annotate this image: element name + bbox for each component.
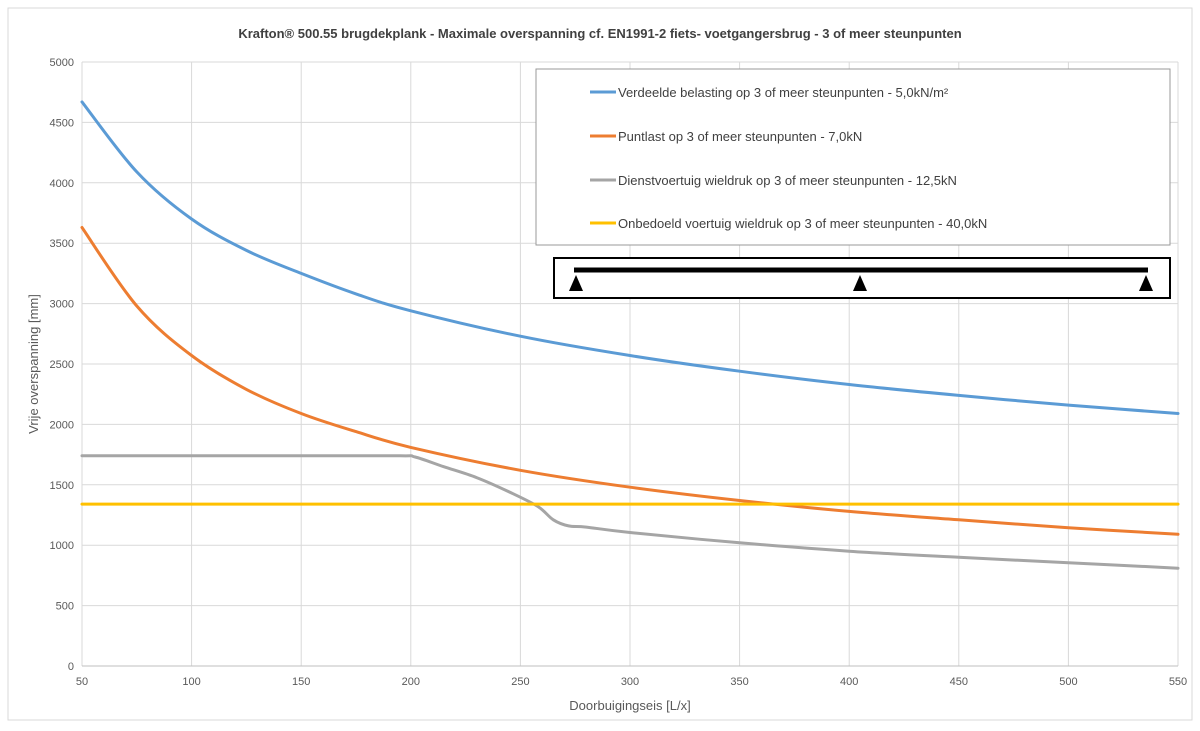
x-tick-label: 100 xyxy=(182,676,200,688)
chart-title: Krafton® 500.55 brugdekplank - Maximale … xyxy=(238,26,961,41)
legend-label-4: Onbedoeld voertuig wieldruk op 3 of meer… xyxy=(618,216,987,231)
y-axis-label: Vrije overspanning [mm] xyxy=(26,294,41,434)
support-right-icon xyxy=(1139,275,1153,291)
support-middle-icon xyxy=(853,275,867,291)
x-tick-label: 50 xyxy=(76,676,88,688)
x-tick-label: 200 xyxy=(402,676,420,688)
y-tick-label: 4500 xyxy=(50,117,74,129)
x-tick-label: 350 xyxy=(730,676,748,688)
support-diagram xyxy=(553,257,1171,299)
legend-label-1: Verdeelde belasting op 3 of meer steunpu… xyxy=(618,85,949,100)
series-group xyxy=(80,100,1180,570)
y-tick-label: 1500 xyxy=(50,480,74,492)
legend-label-3: Dienstvoertuig wieldruk op 3 of meer ste… xyxy=(618,173,957,188)
y-tick-label: 5000 xyxy=(50,57,74,69)
x-tick-label: 400 xyxy=(840,676,858,688)
x-tick-label: 550 xyxy=(1169,676,1187,688)
x-axis-label: Doorbuigingseis [L/x] xyxy=(569,698,690,713)
x-tick-label: 250 xyxy=(511,676,529,688)
support-left-icon xyxy=(569,275,583,291)
y-tick-label: 500 xyxy=(56,601,74,613)
x-tick-label: 500 xyxy=(1059,676,1077,688)
series-line-1 xyxy=(80,100,1180,415)
series-line-2 xyxy=(80,226,1180,536)
legend-label-2: Puntlast op 3 of meer steunpunten - 7,0k… xyxy=(618,129,862,144)
y-tick-label: 3500 xyxy=(50,238,74,250)
y-tick-label: 0 xyxy=(68,661,74,673)
x-tick-label: 150 xyxy=(292,676,310,688)
y-tick-label: 2500 xyxy=(50,359,74,371)
legend: Verdeelde belasting op 3 of meer steunpu… xyxy=(535,68,1171,246)
legend-box xyxy=(535,68,1171,246)
y-tick-label: 1000 xyxy=(50,540,74,552)
diagram-box xyxy=(553,257,1171,299)
y-tick-label: 4000 xyxy=(50,178,74,190)
y-tick-label: 3000 xyxy=(50,299,74,311)
x-tick-label: 300 xyxy=(621,676,639,688)
series-line-3 xyxy=(80,454,1180,570)
axes: 50 100 150 200 250 300 350 400 450 500 550 0 500 1000… xyxy=(50,57,1188,688)
y-tick-label: 2000 xyxy=(50,419,74,431)
x-tick-label: 450 xyxy=(950,676,968,688)
